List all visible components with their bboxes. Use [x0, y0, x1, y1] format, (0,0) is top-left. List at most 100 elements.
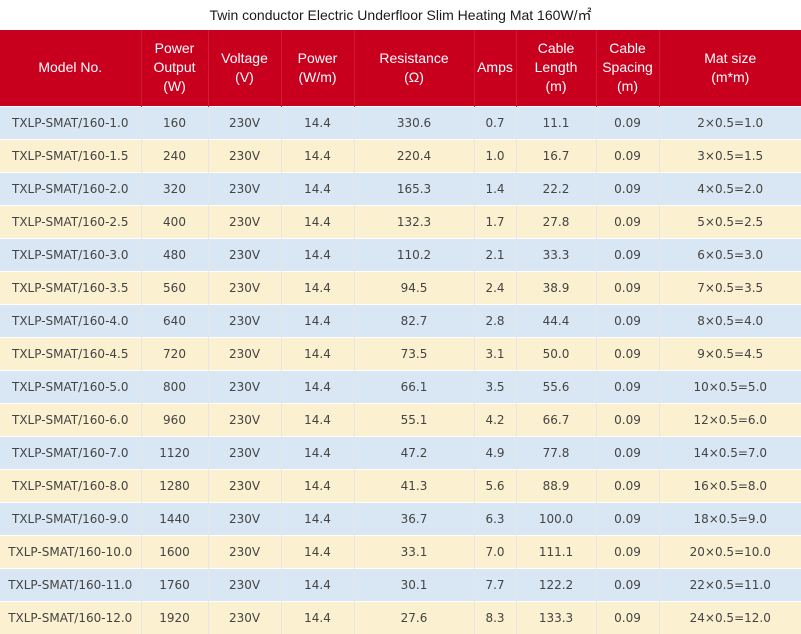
cell-power-per-meter: 14.4	[280, 303, 354, 337]
cell-cable-spacing: 0.09	[595, 303, 659, 337]
cell-mat-size: 18×0.5=9.0	[658, 501, 801, 535]
specs-table: Model No. Power Output (W) Voltage (V) Power (W…	[0, 30, 801, 634]
cell-model-no: TXLP-SMAT/160-3.0	[0, 237, 141, 271]
cell-voltage: 230V	[207, 468, 281, 502]
cell-power-output: 1760	[140, 567, 208, 601]
cell-amps: 2.1	[473, 237, 516, 271]
cell-power-per-meter: 14.4	[280, 435, 354, 469]
cell-cable-spacing: 0.09	[595, 105, 659, 139]
cell-amps: 0.7	[473, 105, 516, 139]
cell-resistance: 30.1	[353, 567, 474, 601]
cell-cable-spacing: 0.09	[595, 567, 659, 601]
cell-resistance: 47.2	[353, 435, 474, 469]
cell-cable-length: 44.4	[515, 303, 596, 337]
cell-power-output: 160	[140, 105, 208, 139]
cell-voltage: 230V	[207, 369, 281, 403]
cell-voltage: 230V	[207, 501, 281, 535]
table-body: TXLP-SMAT/160-1.0 160 230V 14.4 330.6 0.7 11.1…	[0, 105, 801, 634]
cell-mat-size: 2×0.5=1.0	[658, 105, 801, 139]
cell-mat-size: 12×0.5=6.0	[658, 402, 801, 436]
cell-amps: 6.3	[473, 501, 516, 535]
header-cable-length: Cable Length (m)	[515, 30, 596, 106]
cell-power-per-meter: 14.4	[280, 600, 354, 634]
cell-mat-size: 7×0.5=3.5	[658, 270, 801, 304]
cell-cable-spacing: 0.09	[595, 270, 659, 304]
cell-model-no: TXLP-SMAT/160-1.5	[0, 138, 141, 172]
cell-model-no: TXLP-SMAT/160-3.5	[0, 270, 141, 304]
cell-cable-length: 122.2	[515, 567, 596, 601]
cell-amps: 5.6	[473, 468, 516, 502]
table-row: TXLP-SMAT/160-6.0 960 230V 14.4 55.1 4.2 66.7 0…	[0, 402, 801, 436]
cell-voltage: 230V	[207, 303, 281, 337]
cell-model-no: TXLP-SMAT/160-2.0	[0, 171, 141, 205]
cell-amps: 2.8	[473, 303, 516, 337]
table-row: TXLP-SMAT/160-2.5 400 230V 14.4 132.3 1.7 27.8…	[0, 204, 801, 238]
cell-power-output: 480	[140, 237, 208, 271]
table-row: TXLP-SMAT/160-11.0 1760 230V 14.4 30.1 7.7 122…	[0, 567, 801, 601]
cell-cable-spacing: 0.09	[595, 171, 659, 205]
cell-cable-length: 111.1	[515, 534, 596, 568]
cell-voltage: 230V	[207, 402, 281, 436]
cell-power-per-meter: 14.4	[280, 237, 354, 271]
cell-cable-length: 16.7	[515, 138, 596, 172]
cell-power-output: 1280	[140, 468, 208, 502]
cell-amps: 7.0	[473, 534, 516, 568]
cell-power-per-meter: 14.4	[280, 468, 354, 502]
cell-power-output: 1600	[140, 534, 208, 568]
table-row: TXLP-SMAT/160-3.0 480 230V 14.4 110.2 2.1 33.3…	[0, 237, 801, 271]
cell-resistance: 55.1	[353, 402, 474, 436]
cell-mat-size: 14×0.5=7.0	[658, 435, 801, 469]
cell-resistance: 73.5	[353, 336, 474, 370]
cell-power-output: 320	[140, 171, 208, 205]
cell-voltage: 230V	[207, 105, 281, 139]
cell-cable-length: 22.2	[515, 171, 596, 205]
cell-model-no: TXLP-SMAT/160-12.0	[0, 600, 141, 634]
page-title: Twin conductor Electric Underfloor Slim …	[209, 7, 592, 23]
cell-model-no: TXLP-SMAT/160-11.0	[0, 567, 141, 601]
table-row: TXLP-SMAT/160-1.5 240 230V 14.4 220.4 1.0 16.7…	[0, 138, 801, 172]
cell-resistance: 33.1	[353, 534, 474, 568]
header-row: Model No. Power Output (W) Voltage (V) Power (W…	[0, 30, 801, 106]
header-power-per-meter: Power (W/m)	[280, 30, 354, 106]
table-row: TXLP-SMAT/160-4.5 720 230V 14.4 73.5 3.1 50.0 0…	[0, 336, 801, 370]
cell-mat-size: 8×0.5=4.0	[658, 303, 801, 337]
table-row: TXLP-SMAT/160-1.0 160 230V 14.4 330.6 0.7 11.1…	[0, 105, 801, 139]
cell-amps: 4.2	[473, 402, 516, 436]
cell-cable-length: 27.8	[515, 204, 596, 238]
cell-power-per-meter: 14.4	[280, 369, 354, 403]
cell-power-output: 240	[140, 138, 208, 172]
cell-model-no: TXLP-SMAT/160-7.0	[0, 435, 141, 469]
cell-cable-spacing: 0.09	[595, 435, 659, 469]
cell-model-no: TXLP-SMAT/160-8.0	[0, 468, 141, 502]
cell-amps: 7.7	[473, 567, 516, 601]
cell-cable-spacing: 0.09	[595, 600, 659, 634]
cell-resistance: 165.3	[353, 171, 474, 205]
cell-voltage: 230V	[207, 204, 281, 238]
cell-cable-spacing: 0.09	[595, 204, 659, 238]
cell-amps: 8.3	[473, 600, 516, 634]
cell-power-output: 1120	[140, 435, 208, 469]
cell-resistance: 330.6	[353, 105, 474, 139]
cell-mat-size: 16×0.5=8.0	[658, 468, 801, 502]
cell-voltage: 230V	[207, 567, 281, 601]
cell-cable-length: 33.3	[515, 237, 596, 271]
cell-power-per-meter: 14.4	[280, 270, 354, 304]
table-row: TXLP-SMAT/160-10.0 1600 230V 14.4 33.1 7.0 111…	[0, 534, 801, 568]
cell-resistance: 36.7	[353, 501, 474, 535]
cell-mat-size: 6×0.5=3.0	[658, 237, 801, 271]
cell-voltage: 230V	[207, 270, 281, 304]
cell-mat-size: 3×0.5=1.5	[658, 138, 801, 172]
cell-cable-length: 11.1	[515, 105, 596, 139]
header-cable-spacing: Cable Spacing (m)	[595, 30, 659, 106]
cell-resistance: 82.7	[353, 303, 474, 337]
cell-mat-size: 4×0.5=2.0	[658, 171, 801, 205]
cell-cable-spacing: 0.09	[595, 336, 659, 370]
cell-amps: 4.9	[473, 435, 516, 469]
cell-voltage: 230V	[207, 138, 281, 172]
header-resistance: Resistance (Ω)	[353, 30, 474, 106]
cell-power-per-meter: 14.4	[280, 138, 354, 172]
cell-amps: 2.4	[473, 270, 516, 304]
cell-cable-spacing: 0.09	[595, 369, 659, 403]
table-row: TXLP-SMAT/160-12.0 1920 230V 14.4 27.6 8.3 133…	[0, 600, 801, 634]
table-row: TXLP-SMAT/160-7.0 1120 230V 14.4 47.2 4.9 77.8…	[0, 435, 801, 469]
